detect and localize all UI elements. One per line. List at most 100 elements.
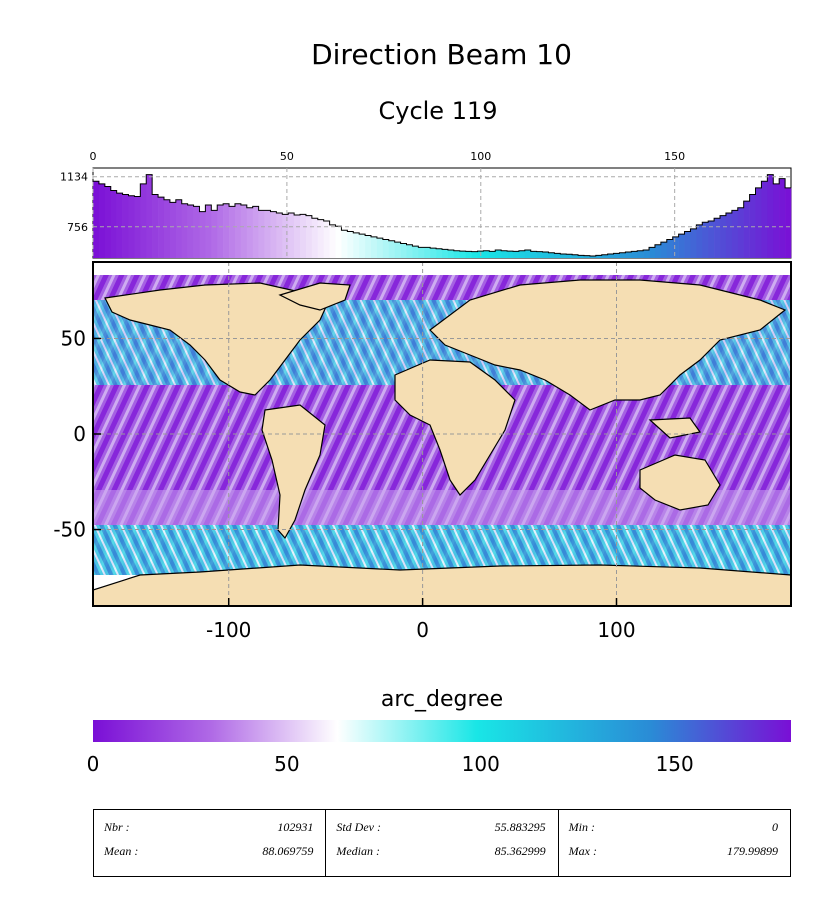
histogram-bar	[424, 247, 431, 258]
mean-value: 88.069759	[262, 844, 314, 858]
histogram-bar	[566, 254, 573, 258]
histogram-x-tick-label: 100	[470, 150, 491, 163]
histogram-bar	[223, 203, 230, 258]
histogram-bar	[714, 218, 721, 258]
histogram-bar	[169, 202, 177, 258]
histogram-bar	[542, 252, 549, 258]
stddev-value: 55.883295	[494, 820, 546, 834]
histogram-bar	[459, 251, 466, 258]
south-america	[261, 404, 326, 540]
histogram-bar	[229, 206, 236, 258]
histogram-bar	[365, 235, 372, 258]
histogram-bar	[382, 239, 390, 258]
histogram-bar	[252, 206, 259, 258]
map-y-tick-label: 0	[73, 422, 86, 446]
histogram-bar	[110, 190, 117, 258]
histogram-bar	[625, 252, 632, 258]
antarctica	[93, 564, 791, 606]
histogram-bar	[294, 214, 301, 258]
histogram-bar	[430, 248, 437, 258]
histogram-bar	[234, 203, 242, 258]
histogram-bar	[152, 194, 159, 258]
histogram-bar	[406, 244, 413, 258]
histogram-bar	[305, 215, 313, 258]
histogram-bar	[489, 251, 496, 258]
histogram-bar	[595, 255, 603, 258]
histogram-bar	[104, 186, 112, 258]
histogram-bar	[436, 248, 443, 258]
histogram-bar	[678, 234, 685, 258]
histogram-bar	[447, 250, 455, 258]
map-x-tick-label: 0	[416, 618, 429, 642]
histogram-bar	[199, 211, 206, 258]
histogram-bar	[743, 201, 750, 258]
histogram-bar	[773, 183, 780, 258]
histogram-bar	[495, 250, 502, 258]
histogram-bar	[767, 174, 774, 258]
histogram-y-ticks: 1134 756	[60, 171, 88, 234]
histogram-bar	[400, 243, 407, 258]
map-x-tick-label: 100	[597, 618, 635, 642]
histogram-bar	[394, 242, 401, 258]
histogram-grid	[92, 168, 791, 258]
nbr-label: Nbr :	[104, 820, 130, 834]
histogram-bar	[524, 250, 532, 258]
histogram-outline	[93, 174, 791, 257]
histogram-bar	[660, 242, 668, 258]
histogram-bar	[761, 181, 768, 258]
stats-col-3: Min : 0 Max : 179.99899	[559, 810, 790, 876]
histogram-bar	[507, 251, 514, 258]
histogram-bar	[412, 246, 419, 258]
histogram-bar	[589, 256, 597, 258]
histogram-bar	[672, 236, 679, 258]
histogram-bar	[643, 250, 650, 258]
histogram-bar	[731, 210, 739, 258]
histogram-bar	[518, 250, 526, 258]
histogram-bar	[181, 203, 188, 258]
map-panel: -100 0 100 50 0 -50	[53, 261, 792, 642]
histogram-bar	[317, 219, 324, 258]
histogram-bar	[512, 251, 520, 258]
histogram-bar	[619, 252, 626, 258]
histogram-bar	[785, 187, 792, 258]
histogram-bar	[690, 228, 697, 258]
stats-col-1: Nbr : 102931 Mean : 88.069759	[94, 810, 327, 876]
north-america	[104, 282, 331, 396]
histogram-bar	[163, 199, 171, 258]
histogram-bar	[607, 254, 614, 258]
colorbar-tick-label: 150	[656, 752, 694, 776]
median-value: 85.362999	[494, 844, 546, 858]
colorbar-label: arc_degree	[381, 687, 503, 712]
median-label: Median :	[336, 844, 380, 858]
histogram-bar	[684, 231, 691, 258]
histogram-bar	[246, 207, 254, 258]
histogram-bar	[702, 222, 709, 258]
histogram-bar	[471, 251, 478, 258]
histogram-bar	[442, 249, 449, 258]
histogram-bar	[536, 251, 543, 258]
histogram-bar	[755, 187, 762, 258]
histogram-bar	[560, 254, 567, 258]
histogram-bar	[282, 214, 289, 258]
histogram-bar	[258, 210, 265, 258]
histogram-bar	[720, 215, 727, 258]
histogram-bar	[530, 251, 537, 258]
histogram-bar	[696, 224, 703, 258]
histogram-y-tick-label: 756	[67, 221, 88, 234]
histogram-bar	[418, 247, 425, 258]
histogram-bar	[93, 181, 100, 258]
histogram-x-tick-label: 50	[280, 150, 294, 163]
histogram-bar	[264, 210, 271, 258]
histogram-bar	[725, 213, 733, 258]
map-y-ticks: 50 0 -50	[53, 326, 101, 542]
histogram-bar	[187, 205, 194, 258]
histogram-bar	[270, 211, 277, 258]
histogram-bar	[631, 251, 638, 258]
histogram-bar	[116, 193, 123, 258]
histogram-bar	[158, 197, 165, 258]
histogram-x-ticks: 0 50 100 150	[90, 150, 686, 163]
histogram-bar	[465, 251, 472, 258]
histogram-bar	[288, 213, 295, 258]
histogram-bar	[749, 194, 756, 258]
histogram-bar	[388, 240, 395, 258]
